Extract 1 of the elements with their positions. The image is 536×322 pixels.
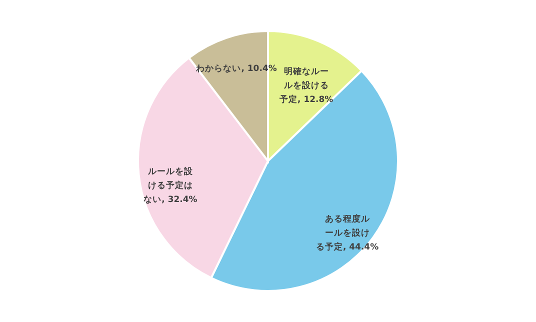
slice-label: ルールを設ける予定はない, 32.4% [144,166,198,205]
